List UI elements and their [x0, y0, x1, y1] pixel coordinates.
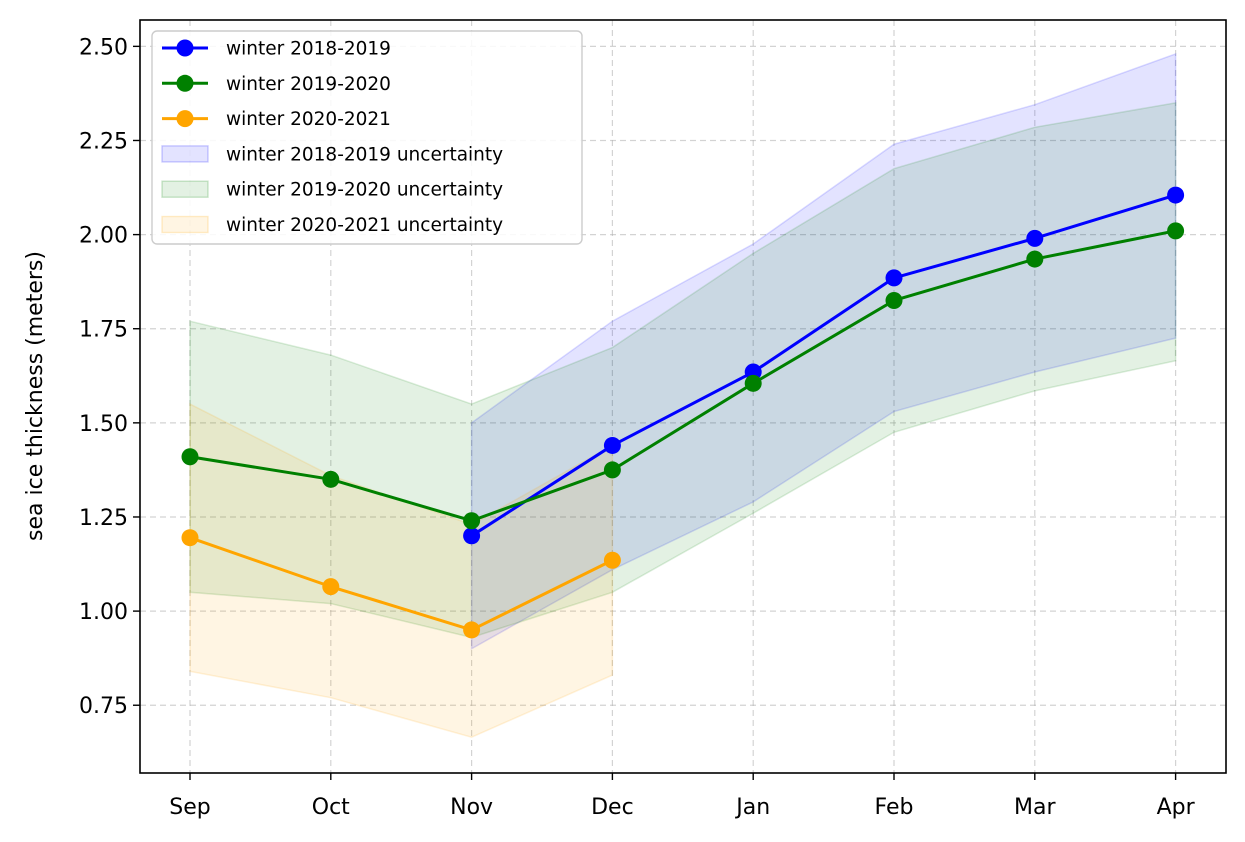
data-point — [463, 621, 481, 639]
data-point — [322, 578, 340, 596]
series-lines — [189, 193, 1177, 632]
data-point — [1026, 229, 1044, 247]
series-line-3 — [189, 536, 614, 632]
y-tick-label: 2.50 — [79, 35, 128, 60]
series-line-2 — [189, 229, 1176, 523]
data-point — [885, 291, 903, 309]
x-tick-label: Oct — [312, 795, 350, 820]
y-tick-label: 1.00 — [79, 600, 128, 625]
data-point — [1167, 222, 1185, 240]
x-tick-label: Mar — [1014, 795, 1056, 820]
legend-marker-swatch — [176, 74, 194, 92]
legend-label: winter 2018-2019 — [226, 39, 391, 60]
legend-label: winter 2019-2020 — [226, 74, 391, 95]
axis-ticks: Sep Oct Nov Dec Jan Feb Mar Apr 0.75 1.00 1.25 1.50… — [79, 35, 1196, 820]
legend-label: winter 2020-2021 uncertainty — [226, 215, 503, 236]
x-tick-label: Feb — [875, 795, 914, 820]
y-tick-label: 2.00 — [79, 224, 128, 249]
series-line-1 — [470, 193, 1177, 538]
data-point — [603, 436, 621, 454]
data-point — [181, 529, 199, 547]
legend: winter 2018-2019 winter 2019-2020 winter 2… — [151, 30, 583, 245]
uncertainty-band-series-2 — [189, 101, 1177, 639]
x-tick-label: Nov — [450, 795, 493, 820]
legend-band-swatch — [161, 180, 209, 198]
data-point — [1167, 186, 1185, 204]
data-point — [885, 269, 903, 287]
data-point — [322, 470, 340, 488]
legend-marker-swatch — [176, 39, 194, 57]
uncertainty-band-series-1 — [470, 52, 1177, 651]
uncertainty-bands — [189, 52, 1177, 739]
legend-box — [151, 30, 583, 245]
data-point — [1026, 250, 1044, 268]
legend-band-swatch — [161, 145, 209, 163]
x-tick-label: Apr — [1157, 795, 1196, 820]
y-tick-label: 2.25 — [79, 129, 128, 154]
legend-label: winter 2019-2020 uncertainty — [226, 180, 503, 201]
plot-frame — [139, 19, 1227, 774]
x-tick-label: Dec — [591, 795, 634, 820]
y-tick-label: 0.75 — [79, 694, 128, 719]
data-point — [463, 512, 481, 530]
series-points — [181, 186, 1185, 639]
data-point — [463, 527, 481, 545]
legend-label: winter 2020-2021 — [226, 109, 391, 130]
legend-label: winter 2018-2019 uncertainty — [226, 144, 503, 165]
y-axis-title: sea ice thickness (meters) — [23, 251, 48, 541]
data-point — [603, 461, 621, 479]
x-tick-label: Jan — [734, 795, 770, 820]
data-point — [603, 551, 621, 569]
y-tick-label: 1.25 — [79, 506, 128, 531]
y-tick-label: 1.75 — [79, 318, 128, 343]
data-point — [181, 448, 199, 466]
x-tick-label: Sep — [169, 795, 210, 820]
y-tick-label: 1.50 — [79, 412, 128, 437]
data-point — [744, 374, 762, 392]
legend-band-swatch — [161, 215, 209, 234]
legend-marker-swatch — [176, 110, 194, 128]
